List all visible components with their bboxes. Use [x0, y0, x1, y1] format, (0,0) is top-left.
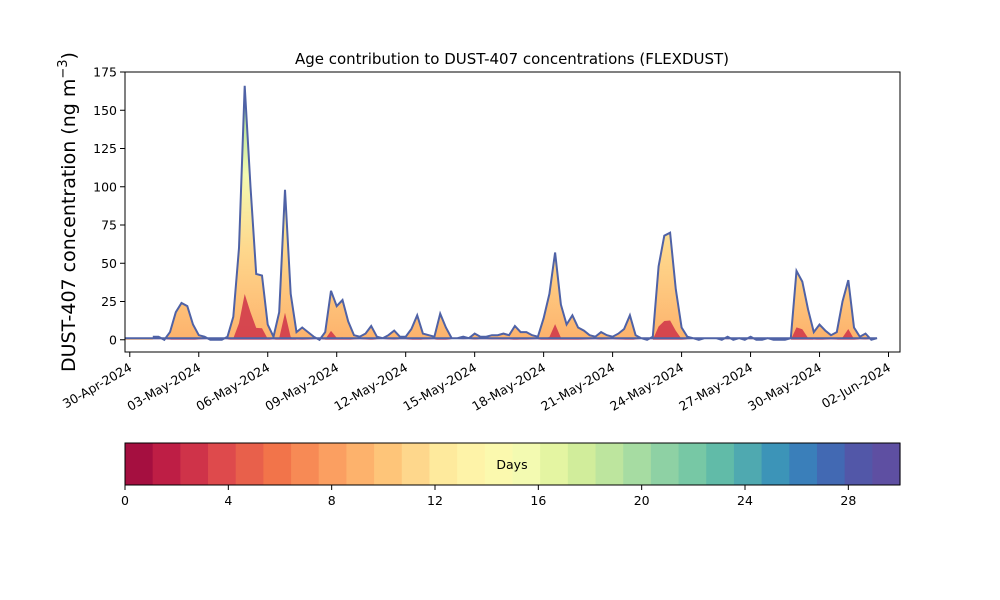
x-tick-label: 12-May-2024 — [331, 360, 410, 414]
y-tick-label: 75 — [101, 218, 117, 233]
colorbar-segment — [291, 443, 320, 485]
colorbar-tick-label: 16 — [530, 493, 546, 508]
colorbar-segment — [650, 443, 680, 485]
concentration-area — [125, 85, 877, 340]
colorbar-tick-label: 8 — [328, 493, 336, 508]
colorbar-label: Days — [496, 457, 527, 472]
colorbar-segment — [623, 443, 652, 485]
colorbar-segment — [457, 443, 486, 485]
colorbar-segment — [789, 443, 818, 485]
colorbar-segment — [180, 443, 209, 485]
colorbar-tick-label: 20 — [634, 493, 650, 508]
colorbar-frame — [124, 442, 901, 486]
colorbar-tick-label: 4 — [224, 493, 232, 508]
colorbar-segment — [844, 443, 873, 485]
x-tick-label: 15-May-2024 — [400, 360, 479, 414]
colorbar-segment — [595, 443, 624, 485]
colorbar-segment — [152, 443, 181, 485]
y-tick-label: 150 — [93, 103, 117, 118]
x-tick-label: 06-May-2024 — [193, 360, 272, 414]
x-tick-label: 21-May-2024 — [538, 360, 617, 414]
colorbar-segment — [567, 443, 597, 485]
x-tick-label: 18-May-2024 — [469, 360, 548, 414]
colorbar-segment — [816, 443, 846, 485]
concentration-line — [125, 85, 878, 342]
colorbar-segment — [374, 443, 403, 485]
y-tick-label: 100 — [93, 179, 117, 194]
x-axis: 30-Apr-202403-May-202406-May-202409-May-… — [60, 352, 893, 414]
y-axis-label: DUST-407 concentration (ng m−3) — [56, 52, 80, 372]
colorbar-segment — [429, 443, 458, 485]
young-age-area — [125, 294, 877, 340]
x-tick-label: 27-May-2024 — [676, 360, 755, 414]
colorbar-ticks: 0 4 8 12 16 20 24 28 — [121, 485, 856, 508]
y-tick-label: 25 — [101, 294, 117, 309]
y-axis: 0 25 50 75 100 125 150 175 — [93, 65, 125, 347]
colorbar-segment — [678, 443, 707, 485]
colorbar-segment — [125, 443, 154, 485]
y-tick-label: 50 — [101, 256, 117, 271]
chart-title: Age contribution to DUST-407 concentrati… — [295, 50, 729, 68]
colorbar-segment — [263, 443, 292, 485]
colorbar-tick-label: 0 — [121, 493, 129, 508]
colorbar-segment — [208, 443, 237, 485]
colorbar-segment — [733, 443, 763, 485]
colorbar-segment — [706, 443, 735, 485]
plot-frame — [124, 71, 901, 353]
colorbar-segment — [512, 443, 541, 485]
colorbar-segment — [761, 443, 790, 485]
plot-area — [125, 85, 878, 342]
colorbar-segment — [540, 443, 569, 485]
x-tick-label: 30-May-2024 — [745, 360, 824, 414]
x-tick-label: 24-May-2024 — [607, 360, 686, 414]
colorbar-segment — [318, 443, 348, 485]
colorbar-segment — [401, 443, 431, 485]
y-tick-label: 125 — [93, 141, 117, 156]
colorbar-segment — [346, 443, 375, 485]
y-tick-label: 175 — [93, 65, 117, 80]
x-tick-label: 02-Jun-2024 — [819, 360, 893, 411]
colorbar-tick-label: 12 — [427, 493, 443, 508]
x-tick-label: 03-May-2024 — [124, 360, 203, 414]
colorbar-segment — [872, 443, 901, 485]
colorbar-segment — [235, 443, 264, 485]
colorbar-tick-label: 28 — [840, 493, 856, 508]
x-tick-label: 09-May-2024 — [262, 360, 341, 414]
y-tick-label: 0 — [109, 332, 117, 347]
colorbar-tick-label: 24 — [737, 493, 753, 508]
colorbar-segment — [484, 443, 514, 485]
colorbar — [125, 443, 901, 485]
